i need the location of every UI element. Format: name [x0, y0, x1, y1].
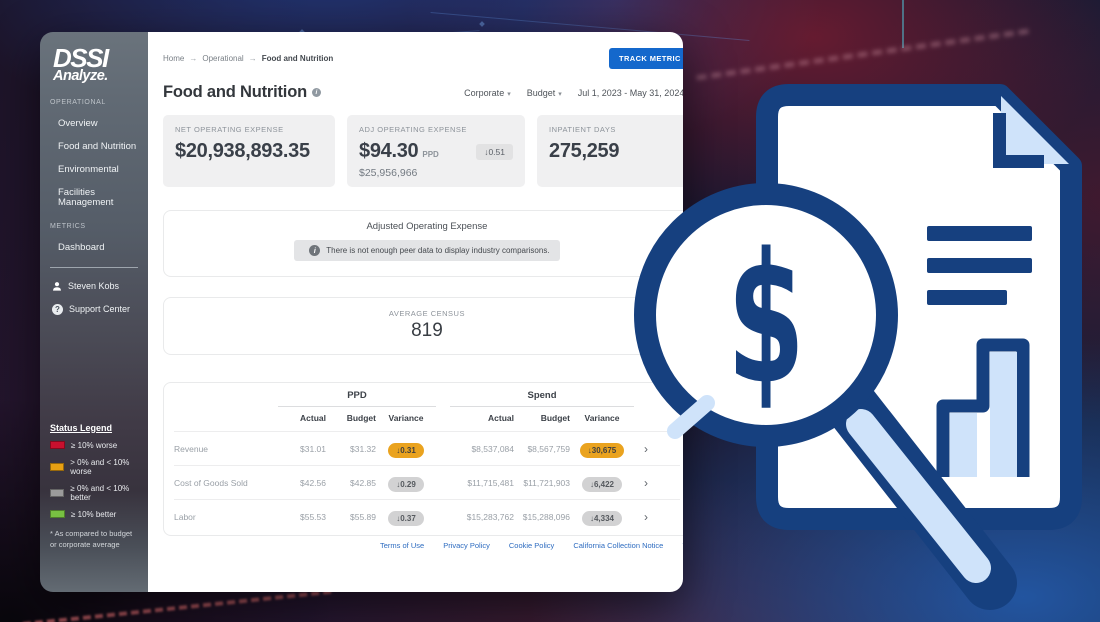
metric-label: ADJ OPERATING EXPENSE	[359, 125, 467, 134]
info-icon: i	[309, 245, 321, 256]
variance-badge: ↓0.29	[388, 476, 424, 492]
chevron-down-icon: ▾	[558, 90, 562, 98]
help-icon: ?	[52, 303, 63, 315]
legend-swatch-green	[50, 510, 65, 518]
sidebar-section-operational: OPERATIONAL	[50, 98, 106, 106]
app-logo: DSSI Analyze.	[40, 45, 148, 84]
breadcrumb-separator-icon: →	[189, 54, 198, 63]
title-row: Food and Nutrition i Corporate ▾ Budget ▾ …	[163, 83, 683, 102]
variance-badge: ↓4,334	[581, 510, 623, 526]
background-road-dashes	[22, 589, 332, 622]
metric-label: NET OPERATING EXPENSE	[175, 125, 284, 134]
clipped-link[interactable]: Yo	[682, 541, 683, 550]
breadcrumb: Home → Operational → Food and Nutrition	[163, 54, 333, 63]
legend-swatch-gray	[50, 488, 65, 497]
metric-card-net-operating-expense: NET OPERATING EXPENSE $20,938,893.35	[163, 115, 335, 187]
page-title: Food and Nutrition	[163, 83, 307, 101]
budget-dropdown[interactable]: Budget ▾	[526, 87, 562, 98]
breadcrumb-current: Food and Nutrition	[261, 54, 334, 63]
metric-cards: NET OPERATING EXPENSE $20,938,893.35 ADJ…	[163, 115, 683, 187]
track-metric-button[interactable]: TRACK METRIC	[608, 48, 683, 69]
notice-text: There is not enough peer data to display…	[326, 246, 550, 255]
user-name: Steven Kobs	[68, 280, 120, 291]
sidebar-item-overview[interactable]: Overview	[58, 117, 98, 129]
user-icon	[53, 281, 61, 291]
metric-value: $94.30	[359, 140, 419, 162]
california-collection-notice-link[interactable]: California Collection Notice	[573, 541, 664, 550]
chevron-right-icon[interactable]: ›	[644, 509, 648, 524]
sidebar: DSSI Analyze. OPERATIONAL Overview Food …	[40, 32, 148, 592]
legend-swatch-orange	[50, 462, 65, 471]
status-legend-title: Status Legend	[50, 422, 113, 433]
table-group-header: PPD Spend	[174, 383, 680, 407]
privacy-policy-link[interactable]: Privacy Policy	[443, 541, 490, 550]
date-range-dropdown[interactable]: Jul 1, 2023 - May 31, 2024▾	[577, 87, 683, 98]
census-label: AVERAGE CENSUS	[388, 309, 465, 318]
legend-footnote: * As compared to budget or corporate ave…	[50, 528, 133, 550]
filters: Corporate ▾ Budget ▾ Jul 1, 2023 - May 31,…	[464, 88, 683, 98]
topbar: Home → Operational → Food and Nutrition …	[163, 48, 683, 69]
metric-card-adj-operating-expense: ADJ OPERATING EXPENSE $94.30 PPD ↓0.51 $…	[347, 115, 525, 187]
logo-analyze: Analyze.	[53, 68, 108, 84]
sidebar-item-facilities-management[interactable]: Facilities Management	[58, 186, 114, 208]
no-peer-data-notice: i There is not enough peer data to displ…	[294, 240, 560, 261]
info-icon[interactable]: i	[311, 88, 321, 97]
terms-of-use-link[interactable]: Terms of Use	[380, 541, 425, 550]
panel-title: Adjusted Operating Expense	[366, 221, 488, 232]
table-column-header: Actual Budget Variance Actual Budget Var…	[300, 413, 620, 423]
breadcrumb-operational[interactable]: Operational	[202, 54, 244, 63]
breadcrumb-home[interactable]: Home	[163, 54, 185, 63]
table-row-labor[interactable]: Labor $55.53 $55.89 ↓0.37 $15,283,762 $1…	[174, 499, 680, 533]
variance-badge: ↓6,422	[581, 476, 623, 492]
chevron-right-icon[interactable]: ›	[644, 475, 648, 490]
sidebar-item-environmental[interactable]: Environmental	[58, 163, 119, 175]
sidebar-section-metrics: METRICS	[50, 222, 86, 230]
metric-value-row: $94.30 PPD ↓0.51	[359, 140, 513, 163]
background-light-streak	[902, 0, 904, 48]
sidebar-item-dashboard[interactable]: Dashboard	[58, 241, 105, 253]
metric-label: INPATIENT DAYS	[549, 125, 616, 134]
variance-badge: ↓0.51	[476, 143, 513, 160]
logo-dssi: DSSI	[53, 43, 109, 73]
support-center-label: Support Center	[69, 304, 131, 314]
table-row-revenue[interactable]: Revenue $31.01 $31.32 ↓0.31 $8,537,084 $…	[174, 431, 680, 465]
app-window: DSSI Analyze. OPERATIONAL Overview Food …	[40, 32, 683, 592]
variance-badge: ↓30,675	[579, 442, 625, 458]
legend-swatch-red	[50, 441, 65, 449]
metric-value: 275,259	[549, 140, 620, 162]
metric-unit: PPD	[422, 150, 439, 159]
sidebar-divider	[50, 266, 138, 268]
legend-row: > 0% and < 10% worse	[50, 458, 148, 476]
metrics-table: PPD Spend Actual Budget Variance Actual …	[163, 382, 683, 536]
main-content: Home → Operational → Food and Nutrition …	[148, 32, 683, 592]
corporate-dropdown[interactable]: Corporate ▾	[464, 87, 511, 98]
metric-value: $20,938,893.35	[175, 140, 310, 162]
census-value: 819	[411, 320, 443, 341]
background-bokeh-dashes	[696, 28, 1029, 81]
variance-badge: ↓0.37	[388, 510, 424, 526]
cookie-policy-link[interactable]: Cookie Policy	[508, 541, 555, 550]
footer-links: Terms of Use Privacy Policy Cookie Polic…	[380, 541, 683, 550]
chevron-down-icon: ▾	[507, 90, 511, 98]
variance-badge: ↓0.31	[388, 442, 424, 458]
average-census-panel: AVERAGE CENSUS 819	[163, 297, 683, 355]
legend-row: ≥ 0% and < 10% better	[50, 484, 148, 502]
adjusted-operating-expense-panel: Adjusted Operating Expense i There is no…	[163, 210, 683, 277]
group-header-ppd: PPD	[278, 390, 436, 407]
legend-row: ≥ 10% worse	[50, 441, 148, 450]
chevron-right-icon[interactable]: ›	[644, 441, 648, 456]
user-menu[interactable]: Steven Kobs	[52, 281, 148, 291]
breadcrumb-separator-icon: →	[248, 54, 257, 63]
metric-subvalue: $25,956,966	[359, 167, 418, 179]
sidebar-item-food-and-nutrition[interactable]: Food and Nutrition	[58, 140, 137, 152]
legend-row: ≥ 10% better	[50, 510, 148, 519]
background-network-node	[479, 21, 485, 27]
support-center-link[interactable]: ? Support Center	[52, 303, 148, 315]
status-legend: Status Legend ≥ 10% worse > 0% and < 10%…	[50, 423, 148, 551]
group-header-spend: Spend	[450, 390, 634, 407]
table-row-cost-of-goods-sold[interactable]: Cost of Goods Sold $42.56 $42.85 ↓0.29 $…	[174, 465, 680, 499]
metric-card-inpatient-days: INPATIENT DAYS 275,259	[537, 115, 683, 187]
